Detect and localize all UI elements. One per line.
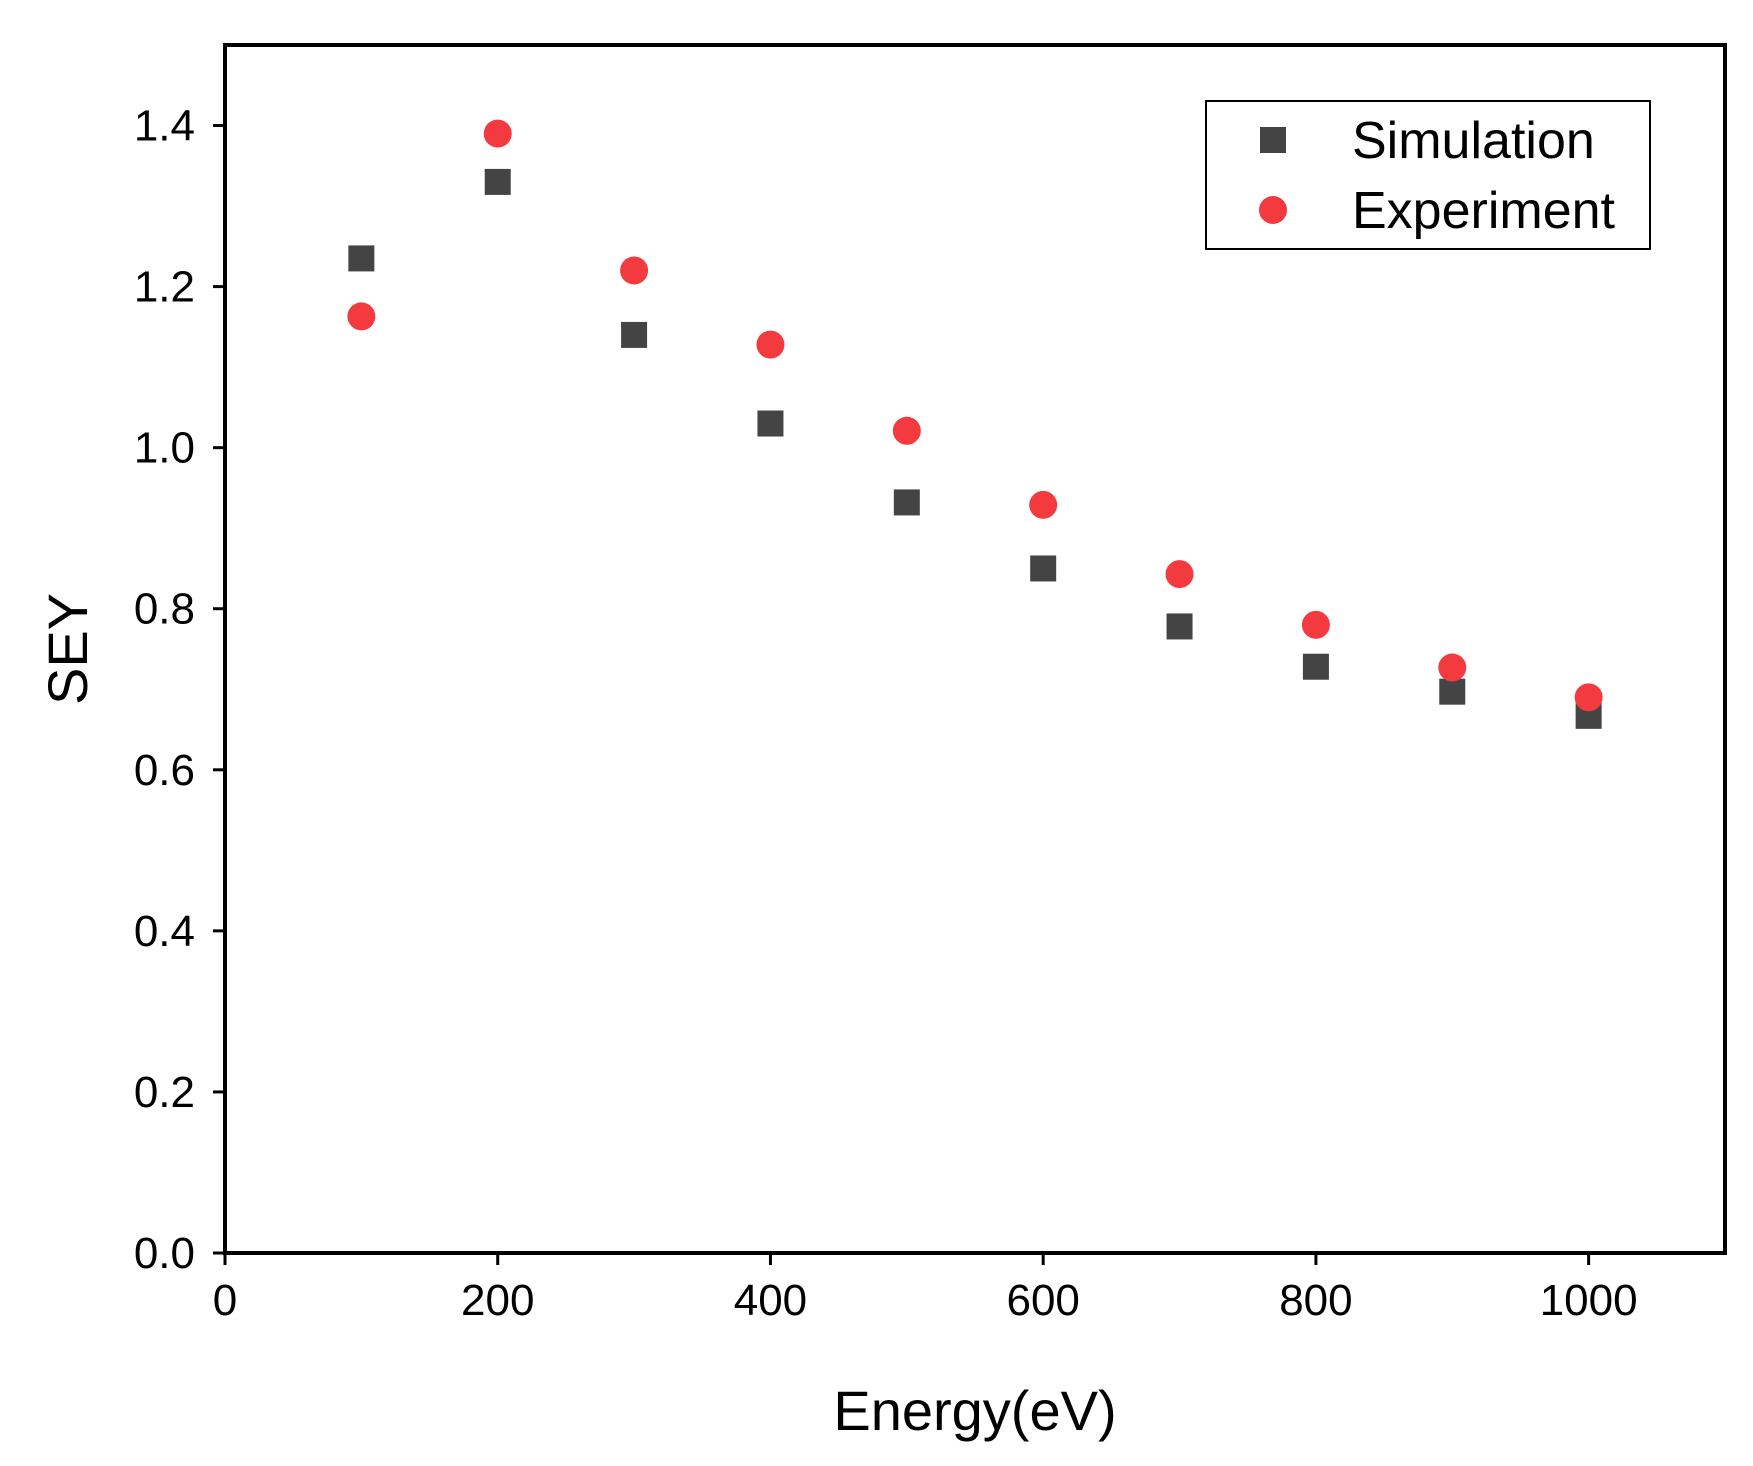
y-tick-label: 0.0 <box>134 1229 195 1278</box>
x-tick-label: 200 <box>461 1276 534 1325</box>
legend-box <box>1205 100 1651 250</box>
y-tick-label: 0.2 <box>134 1068 195 1117</box>
experiment-point <box>756 330 785 359</box>
simulation-point <box>757 410 784 437</box>
y-axis: 0.0 0.2 0.4 0.6 0.8 1.0 1.2 1.4 <box>134 102 225 1278</box>
x-tick-label: 400 <box>734 1276 807 1325</box>
legend-label-experiment: Experiment <box>1352 182 1616 240</box>
simulation-point <box>1302 653 1329 680</box>
simulation-point <box>893 489 920 516</box>
y-tick-label: 0.8 <box>134 585 195 634</box>
experiment-point <box>1574 683 1603 712</box>
simulation-point <box>1030 555 1057 582</box>
legend: Simulation Experiment <box>1205 100 1651 250</box>
simulation-point <box>1166 613 1193 640</box>
x-axis-title: Energy(eV) <box>833 1379 1116 1442</box>
experiment-point <box>1301 610 1330 639</box>
experiment-point <box>1165 560 1194 589</box>
x-tick-label: 800 <box>1279 1276 1352 1325</box>
plot-frame <box>223 43 1727 1255</box>
y-tick-label: 1.4 <box>134 102 195 151</box>
legend-experiment-marker <box>1259 196 1287 224</box>
y-tick-label: 1.0 <box>134 424 195 473</box>
experiment-point <box>483 119 512 148</box>
x-axis: 0 200 400 600 800 1000 <box>213 1253 1638 1325</box>
simulation-point <box>1439 678 1466 705</box>
simulation-point <box>484 168 511 195</box>
simulation-point <box>621 321 648 348</box>
experiment-point <box>1029 490 1058 519</box>
data-points <box>347 119 1603 729</box>
y-tick-label: 0.6 <box>134 746 195 795</box>
x-tick-label: 1000 <box>1540 1276 1638 1325</box>
experiment-point <box>347 302 376 331</box>
x-tick-label: 600 <box>1006 1276 1079 1325</box>
experiment-point <box>892 416 921 445</box>
y-tick-label: 1.2 <box>134 263 195 312</box>
experiment-point <box>620 256 649 285</box>
legend-label-simulation: Simulation <box>1352 112 1595 170</box>
experiment-point <box>1438 653 1467 682</box>
y-axis-title: SEY <box>36 593 99 705</box>
y-tick-label: 0.4 <box>134 907 195 956</box>
legend-simulation-marker <box>1260 127 1286 153</box>
x-tick-label: 0 <box>213 1276 237 1325</box>
simulation-point <box>348 245 375 272</box>
